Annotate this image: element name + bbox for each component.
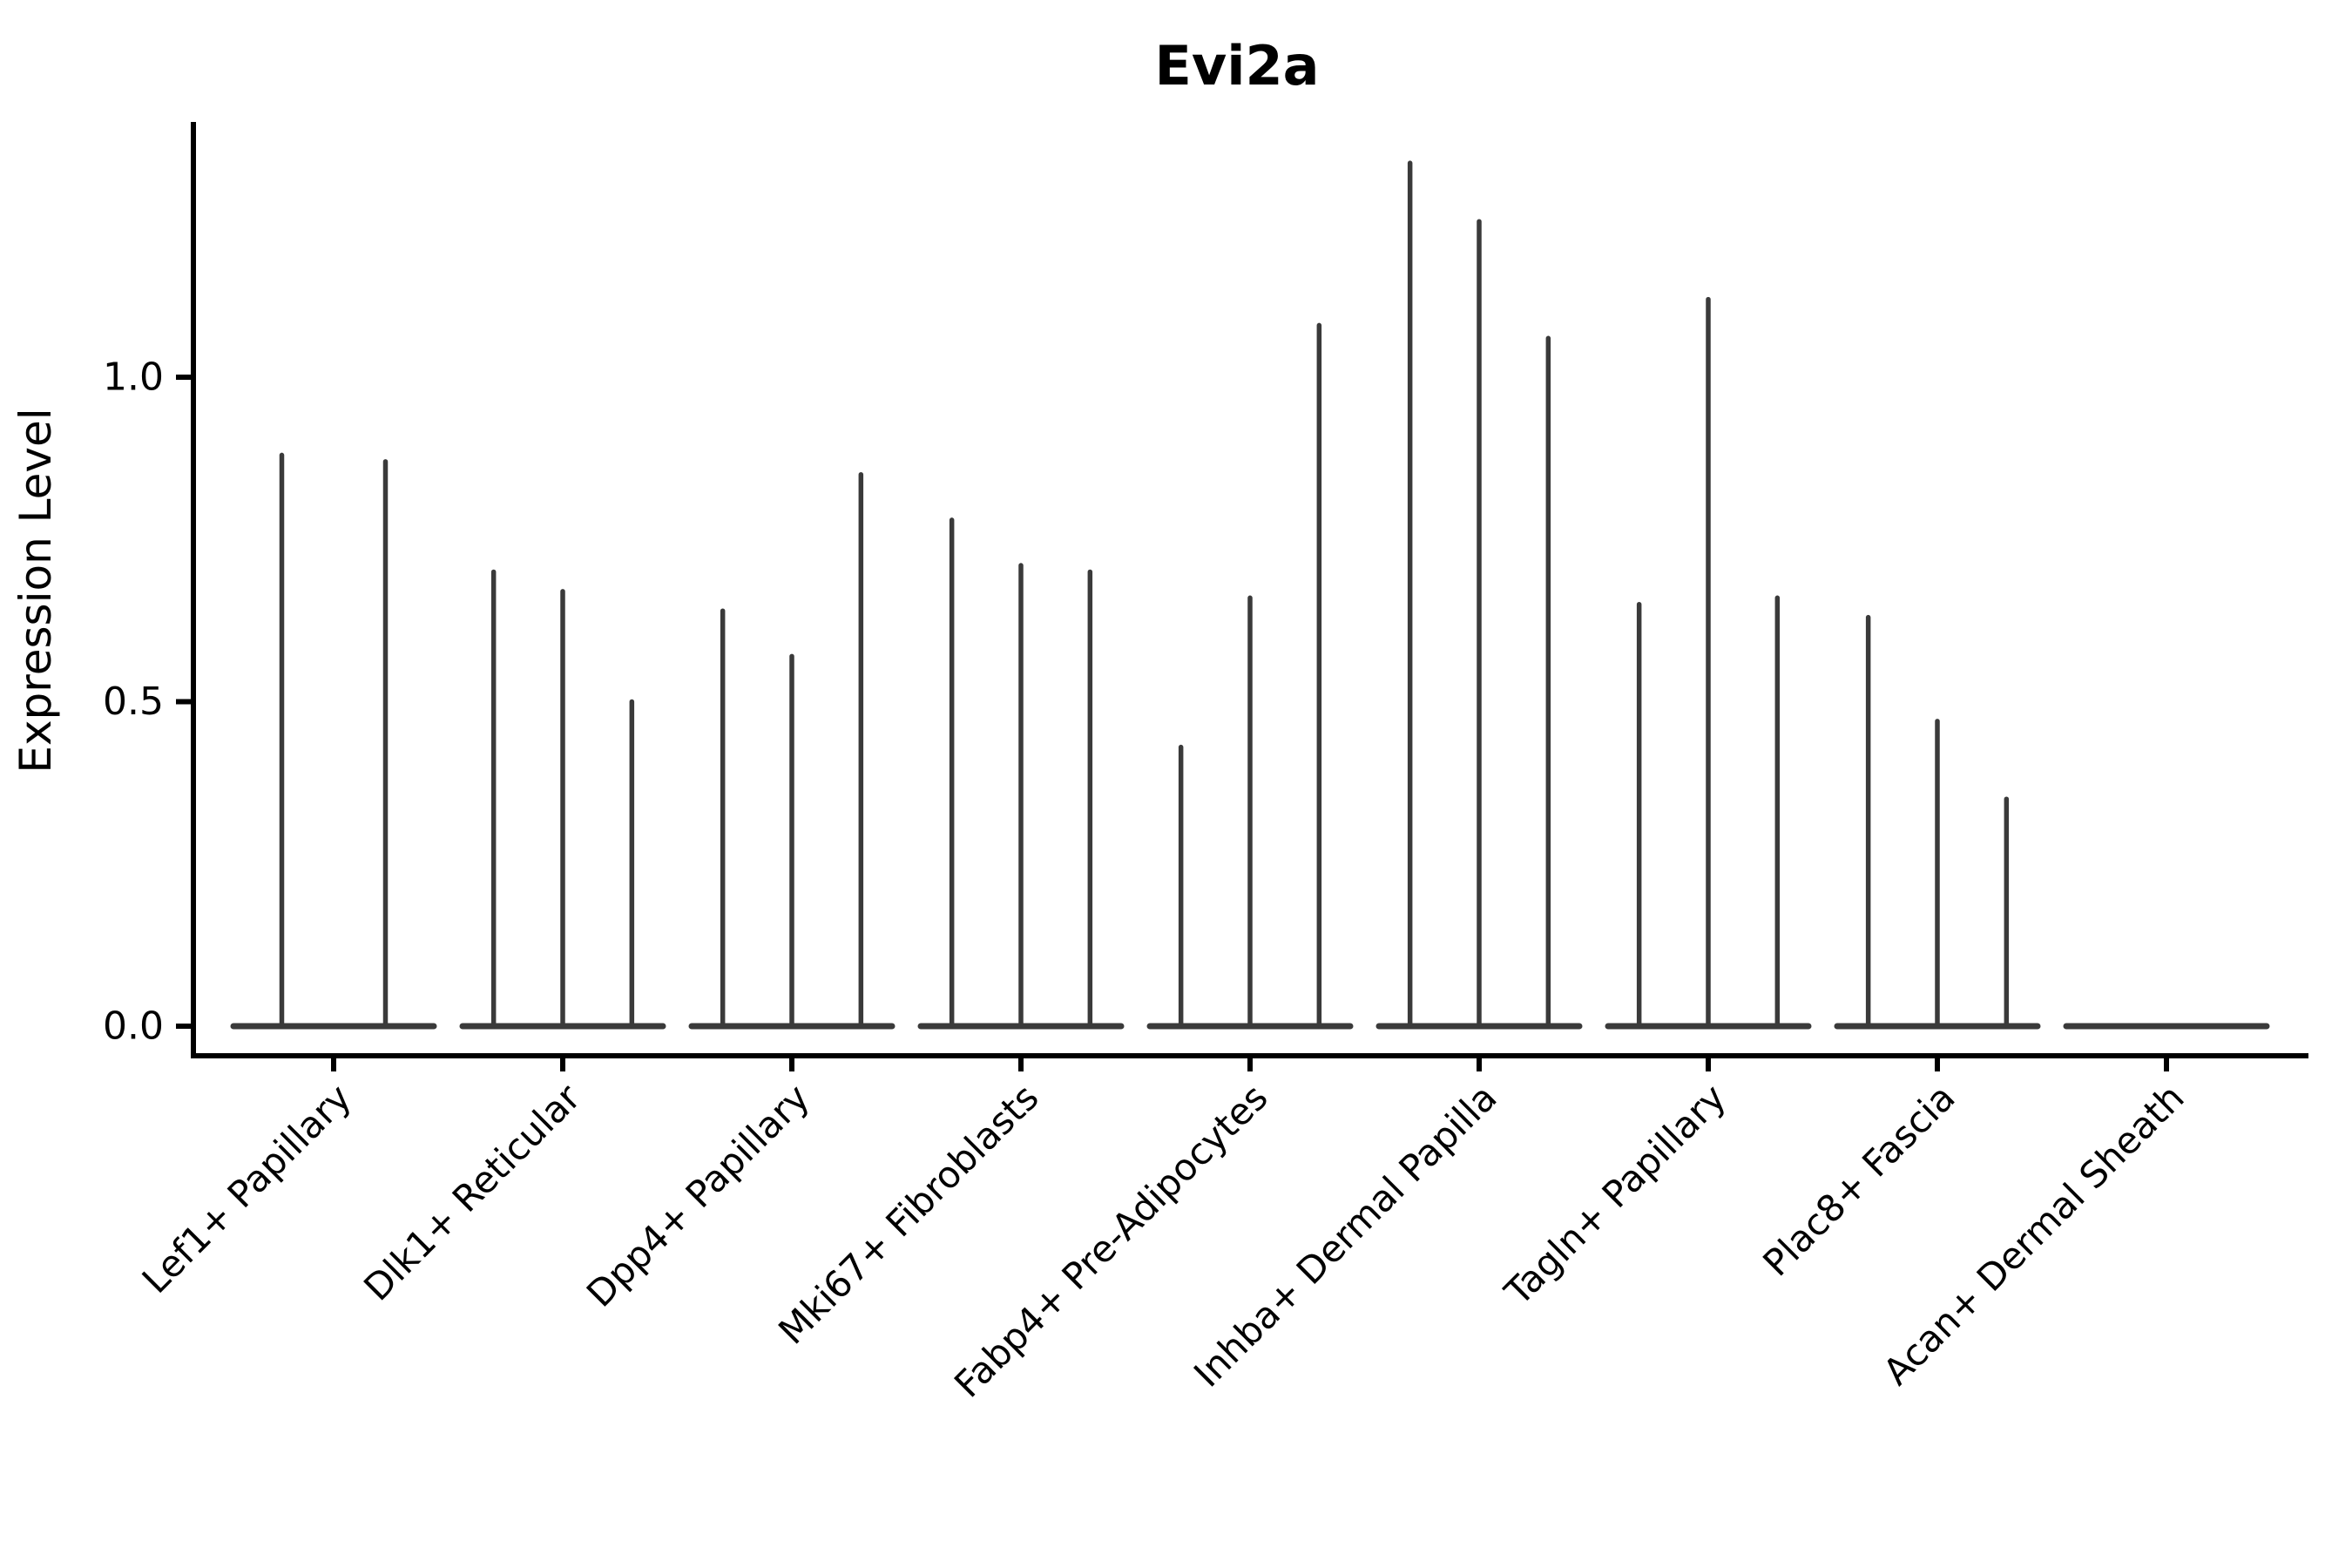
x-tick-label: Dlk1+ Reticular xyxy=(355,1076,589,1309)
x-tick-label: Lef1+ Papillary xyxy=(134,1076,360,1301)
x-tick-label: Tagln+ Papillary xyxy=(1496,1076,1734,1314)
y-tick-label: 0.0 xyxy=(103,1004,164,1049)
y-axis-label: Expression Level xyxy=(10,408,61,773)
axes-spines xyxy=(191,122,2308,1058)
chart-title: Evi2a xyxy=(1155,34,1320,98)
x-tick-label: Plac8+ Fascia xyxy=(1754,1076,1963,1284)
y-tick-label: 0.5 xyxy=(103,679,164,724)
x-tick-label: Dpp4+ Papillary xyxy=(578,1076,818,1315)
y-tick-label: 1.0 xyxy=(103,355,164,400)
x-tick-label: Mki67+ Fibroblasts xyxy=(770,1076,1046,1352)
